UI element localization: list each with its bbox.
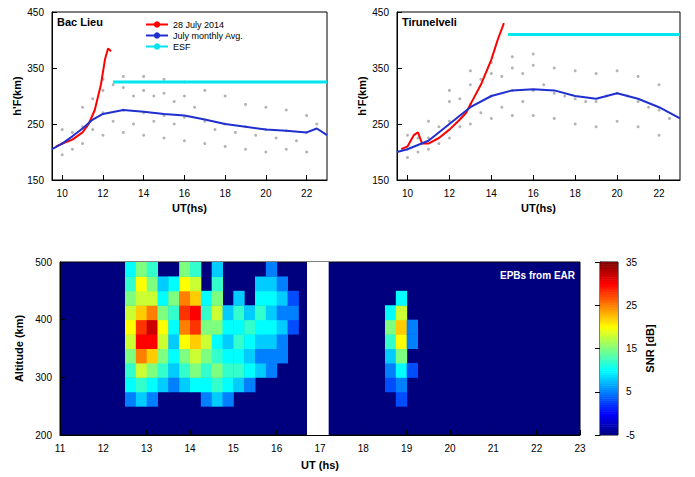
svg-text:22: 22 [301,188,313,199]
svg-text:UT (hs): UT (hs) [301,459,339,471]
svg-text:350: 350 [27,63,44,74]
svg-text:19: 19 [401,443,413,454]
svg-text:450: 450 [372,7,389,18]
svg-text:350: 350 [372,63,389,74]
svg-text:15: 15 [626,343,638,354]
svg-text:UT(hs): UT(hs) [172,202,207,214]
svg-text:UT(hs): UT(hs) [521,202,556,214]
svg-text:16: 16 [271,443,283,454]
svg-text:22: 22 [653,188,665,199]
svg-text:200: 200 [35,430,52,441]
svg-text:h'F(km): h'F(km) [11,76,23,116]
svg-text:12: 12 [444,188,456,199]
svg-text:July monthly Avg.: July monthly Avg. [173,31,243,41]
svg-text:-5: -5 [626,430,635,441]
svg-text:Tirunelveli: Tirunelveli [402,16,457,28]
svg-text:150: 150 [27,175,44,186]
svg-text:14: 14 [184,443,196,454]
svg-text:450: 450 [27,7,44,18]
svg-text:22: 22 [531,443,543,454]
svg-text:15: 15 [228,443,240,454]
svg-text:14: 14 [138,188,150,199]
svg-text:Bac Lieu: Bac Lieu [57,16,103,28]
svg-text:ESF: ESF [173,42,191,52]
svg-text:13: 13 [141,443,153,454]
svg-text:18: 18 [220,188,232,199]
svg-text:300: 300 [35,372,52,383]
svg-text:18: 18 [570,188,582,199]
svg-text:10: 10 [402,188,414,199]
svg-text:16: 16 [528,188,540,199]
svg-text:20: 20 [612,188,624,199]
svg-text:h'F(km): h'F(km) [356,76,368,116]
svg-text:EPBs from EAR: EPBs from EAR [500,270,576,281]
svg-text:11: 11 [55,443,66,454]
svg-text:17: 17 [314,443,326,454]
svg-text:400: 400 [35,314,52,325]
svg-text:20: 20 [444,443,456,454]
svg-text:25: 25 [626,300,638,311]
svg-text:250: 250 [27,119,44,130]
svg-text:23: 23 [574,443,586,454]
svg-text:18: 18 [358,443,370,454]
svg-text:16: 16 [179,188,191,199]
svg-text:12: 12 [98,443,110,454]
svg-text:150: 150 [372,175,389,186]
svg-text:21: 21 [488,443,500,454]
svg-text:28 July 2014: 28 July 2014 [173,20,224,30]
svg-text:250: 250 [372,119,389,130]
svg-text:10: 10 [57,188,69,199]
svg-text:14: 14 [486,188,498,199]
svg-text:35: 35 [626,257,638,268]
svg-text:SNR [dB]: SNR [dB] [644,324,656,373]
svg-text:5: 5 [626,386,632,397]
svg-text:20: 20 [260,188,272,199]
svg-text:Altitude (km): Altitude (km) [13,315,25,383]
svg-text:500: 500 [35,257,52,268]
svg-text:12: 12 [97,188,109,199]
